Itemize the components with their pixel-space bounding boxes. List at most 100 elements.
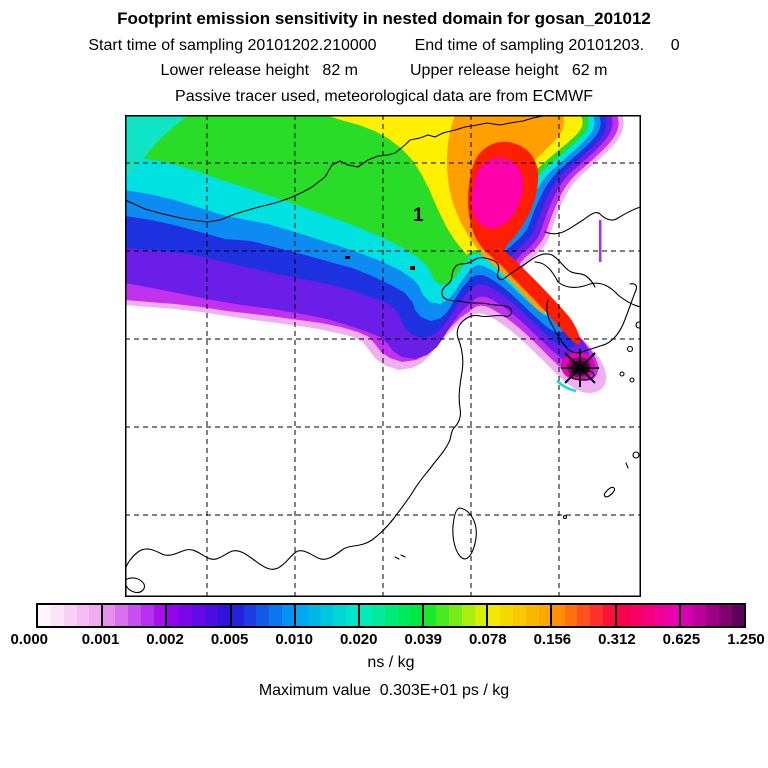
island-icon xyxy=(603,486,616,498)
colorbar-cell xyxy=(705,605,719,626)
release-height-line: Lower release height 82 m Upper release h… xyxy=(0,62,768,80)
plume-contours xyxy=(125,115,624,393)
colorbar-cell xyxy=(693,605,706,626)
northeast-border-line-2 xyxy=(534,261,642,308)
sampling-start-text: Start time of sampling 20101202.210000 xyxy=(88,37,377,54)
footprint-map: 1 xyxy=(124,114,643,597)
colorbar-cell xyxy=(179,605,193,626)
lower-release-text: Lower release height 82 m xyxy=(160,62,358,79)
colorbar-tick-label: 0.156 xyxy=(533,631,572,648)
colorbar-cell xyxy=(359,605,372,626)
colorbar-cell xyxy=(192,605,205,626)
colorbar-separator xyxy=(357,603,360,628)
colorbar-separator xyxy=(165,603,168,628)
colorbar-tick-label: 0.001 xyxy=(81,631,120,648)
colorbar-cell xyxy=(474,605,488,626)
graticule xyxy=(125,115,641,597)
northeast-border-line-1 xyxy=(544,206,642,235)
colorbar-cell xyxy=(89,605,103,626)
colorbar-cell xyxy=(731,605,745,626)
map-svg: 1 xyxy=(124,114,643,597)
colorbar-cell xyxy=(307,605,321,626)
sampling-end-text: End time of sampling 20101203. 0 xyxy=(414,37,680,54)
colorbar-cell xyxy=(603,605,616,626)
colorbar-cell xyxy=(127,605,141,626)
colorbar-tick-labels: 0.000 0.001 0.002 0.005 0.010 0.020 0.039 0.078… xyxy=(10,631,764,649)
korea-coastline xyxy=(546,283,638,354)
colorbar-cell xyxy=(577,605,591,626)
colorbar-cell xyxy=(487,605,501,626)
colorbar-separator xyxy=(229,603,232,628)
upper-release-text: Upper release height 62 m xyxy=(410,62,608,79)
colorbar-tick-label: 0.005 xyxy=(210,631,249,648)
colorbar-cell xyxy=(102,605,116,626)
yalu-border-line xyxy=(527,253,596,288)
colorbar-cell xyxy=(294,605,308,626)
colorbar-tick-label: 0.010 xyxy=(275,631,313,648)
colorbar-tick-label: 0.039 xyxy=(404,631,443,648)
colorbar xyxy=(36,603,746,628)
colorbar-cell xyxy=(320,605,334,626)
colorbar-cell xyxy=(38,605,51,626)
colorbar-cell xyxy=(513,605,527,626)
colorbar-cell xyxy=(423,605,437,626)
max-value-label: Maximum value 0.303E+01 ps / kg xyxy=(258,682,510,699)
colorbar-cell xyxy=(654,605,668,626)
colorbar-cell xyxy=(371,605,385,626)
colorbar-cell xyxy=(397,605,411,626)
pearl-delta-marks xyxy=(394,554,406,560)
colorbar-cell xyxy=(230,605,244,626)
taiwan-island xyxy=(452,507,477,560)
colorbar-cell xyxy=(384,605,398,626)
colorbar-separator xyxy=(422,603,425,628)
colorbar-tick-label: 0.312 xyxy=(598,631,636,648)
colorbar-cell xyxy=(461,605,475,626)
island-icon xyxy=(619,371,625,377)
colorbar-cell xyxy=(115,605,128,626)
colorbar-cell xyxy=(526,605,539,626)
colorbar-separator xyxy=(614,603,617,628)
colorbar-tick-label: 0.000 xyxy=(10,631,49,648)
colorbar-cell xyxy=(590,605,604,626)
colorbar-separator xyxy=(678,603,681,628)
china-coastline xyxy=(124,257,529,571)
island-icon xyxy=(632,451,640,459)
colorbar-cell xyxy=(667,605,681,626)
sampling-time-line: Start time of sampling 20101202.210000 En… xyxy=(0,37,768,55)
colorbar-cell xyxy=(436,605,449,626)
colorbar-cell xyxy=(500,605,514,626)
colorbar-cell xyxy=(269,605,283,626)
colorbar-cell xyxy=(410,605,424,626)
colorbar-separator xyxy=(101,603,104,628)
colorbar-cell xyxy=(551,605,565,626)
mongolia-border-line xyxy=(124,114,551,223)
colorbar-cell xyxy=(76,605,90,626)
colorbar-separator xyxy=(293,603,296,628)
tracer-info-line: Passive tracer used, meteorological data… xyxy=(175,88,593,105)
colorbar-tick-label: 1.250 xyxy=(727,631,765,648)
colorbar-cell xyxy=(63,605,77,626)
colorbar-tick-label: 0.078 xyxy=(469,631,507,648)
colorbar-cell xyxy=(256,605,270,626)
colorbar-cell xyxy=(538,605,552,626)
city-dots xyxy=(345,256,415,270)
colorbar-cell xyxy=(282,605,295,626)
island-icon xyxy=(626,345,634,353)
colorbar-cell xyxy=(718,605,732,626)
colorbar-cell xyxy=(641,605,655,626)
nest-domain-label: 1 xyxy=(413,205,424,226)
island-icon xyxy=(629,377,635,383)
colorbar-cell xyxy=(333,605,347,626)
colorbar-separator xyxy=(486,603,489,628)
colorbar-cell xyxy=(243,605,257,626)
colorbar-cell xyxy=(628,605,642,626)
colorbar-cell xyxy=(449,605,462,626)
island-icon xyxy=(625,462,629,469)
map-frame xyxy=(125,115,641,597)
colorbar-separator xyxy=(550,603,553,628)
leizhou-coast xyxy=(124,577,145,594)
colorbar-cell xyxy=(680,605,694,626)
colorbar-cell xyxy=(50,605,64,626)
colorbar-tick-label: 0.020 xyxy=(339,631,378,648)
